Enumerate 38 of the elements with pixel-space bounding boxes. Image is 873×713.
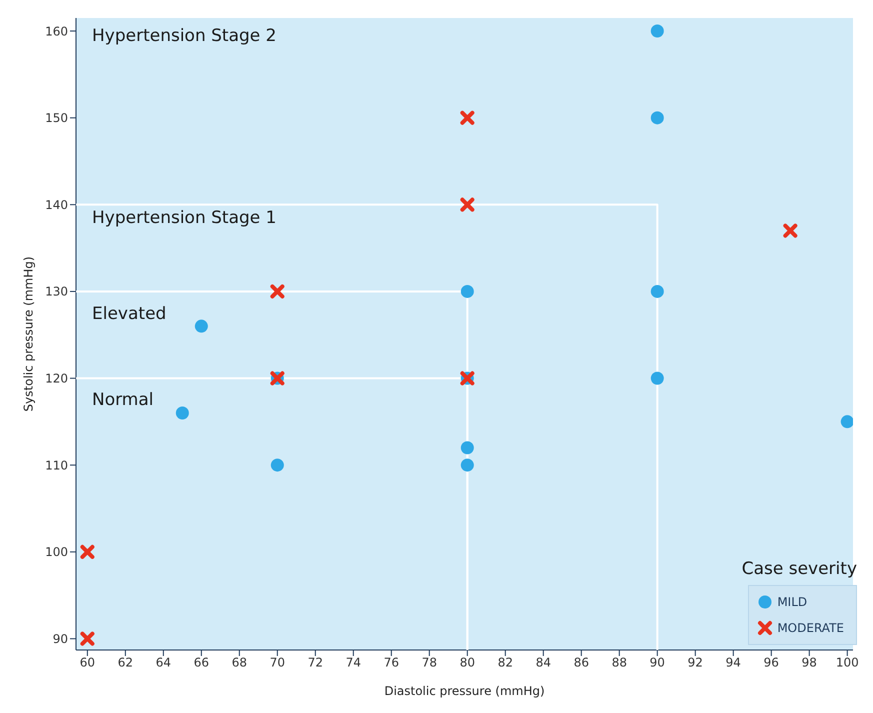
legend-label: MODERATE <box>777 621 844 635</box>
x-tick-label: 98 <box>802 656 817 670</box>
x-tick-label: 80 <box>460 656 475 670</box>
x-tick-label: 60 <box>80 656 96 670</box>
x-tick-label: 64 <box>156 656 172 670</box>
x-tick-label: 70 <box>270 656 286 670</box>
x-tick-label: 82 <box>498 656 513 670</box>
y-tick-label: 90 <box>52 632 68 646</box>
y-tick-label: 120 <box>45 372 68 386</box>
x-tick-label: 96 <box>764 656 779 670</box>
x-tick-label: 68 <box>232 656 248 670</box>
x-axis-title: Diastolic pressure (mmHg) <box>384 684 545 698</box>
x-tick-label: 66 <box>194 656 210 670</box>
x-tick-label: 76 <box>384 656 399 670</box>
x-tick-label: 92 <box>688 656 703 670</box>
legend-title: Case severity <box>742 559 857 579</box>
annotation: Normal <box>92 390 154 410</box>
x-tick-label: 62 <box>118 656 134 670</box>
y-tick-label: 140 <box>45 198 68 212</box>
x-tick-label: 90 <box>650 656 665 670</box>
y-tick-label: 160 <box>45 24 68 38</box>
x-tick-label: 74 <box>346 656 362 670</box>
x-tick-label: 78 <box>422 656 437 670</box>
y-tick-label: 100 <box>45 545 68 560</box>
x-tick-label: 94 <box>726 656 741 670</box>
x-tick-label: 86 <box>574 656 589 670</box>
x-tick-label: 84 <box>536 656 551 670</box>
y-axis-title: Systolic pressure (mmHg) <box>21 256 36 412</box>
y-tick-label: 150 <box>45 111 68 126</box>
x-tick-label: 100 <box>836 656 859 670</box>
x-tick-label: 72 <box>308 656 324 670</box>
annotation: Hypertension Stage 1 <box>92 208 276 228</box>
annotation: Hypertension Stage 2 <box>92 26 276 46</box>
y-tick-label: 110 <box>45 458 68 472</box>
annotation: Elevated <box>92 304 166 324</box>
x-tick-label: 88 <box>612 656 627 670</box>
y-tick-label: 130 <box>45 284 68 299</box>
legend-label: MILD <box>777 595 808 609</box>
